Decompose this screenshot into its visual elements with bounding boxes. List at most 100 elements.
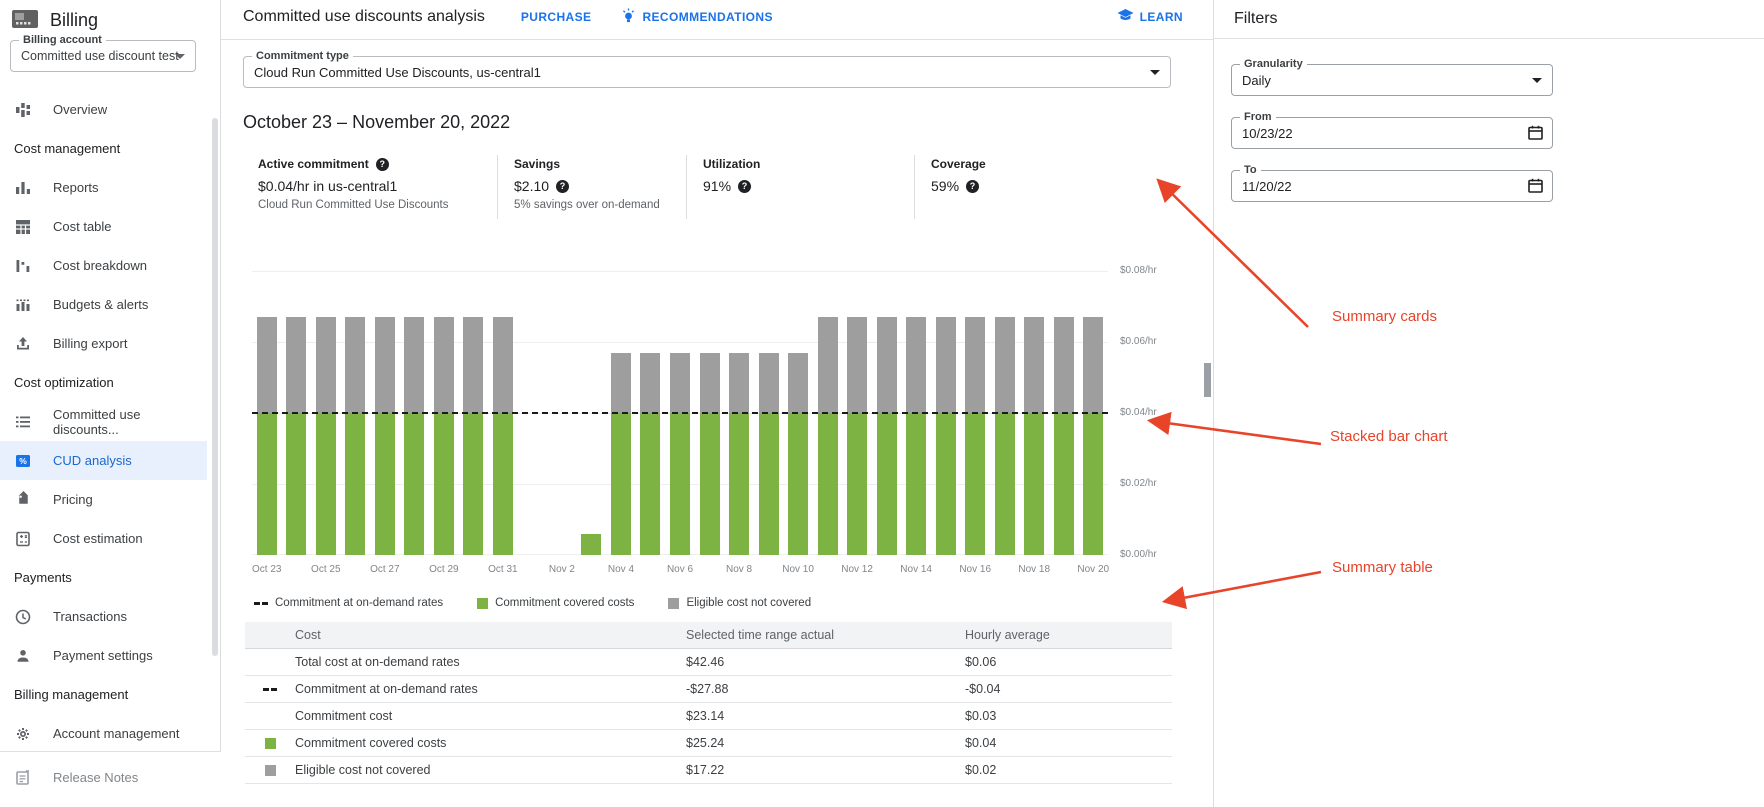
help-icon[interactable]: ? [738, 179, 752, 193]
summary-card-coverage: Coverage 59%? [914, 155, 1114, 219]
sidebar-item-release-notes[interactable]: Release Notes [0, 758, 207, 797]
help-icon[interactable]: ? [966, 179, 980, 193]
bar-segment-not-covered [935, 317, 956, 413]
bar-segment-covered [433, 413, 454, 555]
to-date-field[interactable]: To 11/20/22 [1231, 163, 1553, 202]
commitment-reference-line [252, 412, 1108, 414]
budgets-icon [14, 296, 32, 314]
bar-nov-18[interactable] [1024, 317, 1045, 555]
x-axis-label: Nov 14 [900, 564, 932, 575]
bar-nov-3[interactable] [581, 534, 602, 555]
row-name: Commitment at on-demand rates [295, 682, 478, 696]
sidebar-item-account-management[interactable]: Account management [0, 714, 207, 753]
x-axis-label: Nov 16 [959, 564, 992, 575]
bar-oct-29[interactable] [433, 317, 454, 555]
summary-table: Cost Selected time range actual Hourly ave… [245, 622, 1172, 784]
sidebar-item-payment-settings[interactable]: Payment settings [0, 636, 207, 675]
sidebar-item-label: Transactions [53, 609, 127, 624]
bar-nov-15[interactable] [935, 317, 956, 555]
row-name: Commitment covered costs [295, 736, 447, 750]
bar-nov-10[interactable] [788, 353, 809, 555]
sidebar-item-reports[interactable]: Reports [0, 168, 207, 207]
bar-oct-26[interactable] [345, 317, 366, 555]
bar-oct-31[interactable] [492, 317, 513, 555]
bar-oct-23[interactable] [256, 317, 277, 555]
bar-segment-covered [906, 413, 927, 555]
bar-segment-covered [729, 413, 750, 555]
bar-segment-not-covered [1053, 317, 1074, 413]
from-date-field[interactable]: From 10/23/22 [1231, 110, 1553, 149]
row-hourly-value: $0.06 [965, 655, 997, 669]
bar-segment-covered [492, 413, 513, 555]
bar-nov-20[interactable] [1083, 317, 1104, 555]
bar-nov-5[interactable] [640, 353, 661, 555]
sidebar-item-label: Overview [53, 102, 108, 117]
calendar-icon[interactable] [1528, 125, 1543, 143]
sidebar-item-committed-use-discounts[interactable]: Committed use discounts... [0, 402, 207, 441]
bar-segment-covered [847, 413, 868, 555]
bar-segment-not-covered [817, 317, 838, 413]
row-name: Commitment cost [295, 709, 393, 723]
bar-nov-8[interactable] [729, 353, 750, 555]
bar-segment-covered [1053, 413, 1074, 555]
bar-nov-4[interactable] [610, 353, 631, 555]
gear-icon [14, 725, 32, 743]
help-icon[interactable]: ? [375, 157, 389, 171]
filters-panel: Filters Granularity Daily From 10/23/22 … [1213, 0, 1764, 807]
card-value: $2.10? [514, 178, 686, 194]
sidebar-item-transactions[interactable]: Transactions [0, 597, 207, 636]
from-date-label: From [1240, 110, 1276, 124]
sidebar-item-cost-breakdown[interactable]: Cost breakdown [0, 246, 207, 285]
bar-oct-24[interactable] [286, 317, 307, 555]
x-axis-label: Oct 29 [429, 564, 459, 575]
bar-oct-30[interactable] [463, 317, 484, 555]
bar-nov-7[interactable] [699, 353, 720, 555]
card-title: Active commitment? [258, 157, 497, 171]
card-title-text: Savings [514, 157, 561, 171]
summary-card-utilization: Utilization 91%? [686, 155, 914, 219]
bar-oct-27[interactable] [374, 317, 395, 555]
granularity-select[interactable]: Granularity Daily [1231, 57, 1553, 96]
sidebar-item-cost-estimation[interactable]: Cost estimation [0, 519, 207, 558]
sidebar-item-cud-analysis[interactable]: % CUD analysis [0, 441, 207, 480]
purchase-button[interactable]: PURCHASE [521, 10, 592, 24]
sidebar-item-budgets-alerts[interactable]: Budgets & alerts [0, 285, 207, 324]
sidebar-scrollbar[interactable] [212, 118, 218, 656]
bar-segment-not-covered [1083, 317, 1104, 413]
bar-oct-25[interactable] [315, 317, 336, 555]
sidebar-item-cost-table[interactable]: Cost table [0, 207, 207, 246]
bar-nov-14[interactable] [906, 317, 927, 555]
bar-nov-11[interactable] [817, 317, 838, 555]
chart-legend: Commitment at on-demand rates Commitment … [254, 597, 811, 609]
bar-nov-13[interactable] [876, 317, 897, 555]
bar-segment-covered [463, 413, 484, 555]
bar-segment-not-covered [994, 317, 1015, 413]
recommendations-button[interactable]: RECOMMENDATIONS [621, 8, 772, 26]
commitment-type-select[interactable]: Commitment type Cloud Run Committed Use … [243, 49, 1171, 88]
bar-segment-covered [610, 413, 631, 555]
sidebar-item-billing-export[interactable]: Billing export [0, 324, 207, 363]
sidebar-item-overview[interactable]: Overview [0, 90, 207, 129]
calendar-icon[interactable] [1528, 178, 1543, 196]
bar-nov-9[interactable] [758, 353, 779, 555]
recommendations-label: RECOMMENDATIONS [642, 9, 773, 24]
bar-nov-16[interactable] [965, 317, 986, 555]
bar-oct-28[interactable] [404, 317, 425, 555]
x-axis-label: Nov 18 [1018, 564, 1051, 575]
sidebar-item-pricing[interactable]: Pricing [0, 480, 207, 519]
summary-cards: Active commitment? $0.04/hr in us-central… [258, 155, 1114, 219]
bar-nov-17[interactable] [994, 317, 1015, 555]
main-scrollbar[interactable] [1204, 363, 1211, 397]
help-icon[interactable]: ? [556, 179, 570, 193]
date-range-heading: October 23 – November 20, 2022 [243, 112, 511, 132]
bar-segment-covered [581, 534, 602, 555]
gray-swatch [668, 597, 680, 609]
row-actual-value: $25.24 [686, 736, 725, 750]
bar-nov-6[interactable] [670, 353, 690, 555]
billing-account-select[interactable]: Billing account Committed use discount t… [10, 33, 196, 72]
bar-segment-covered [404, 413, 425, 555]
learn-button[interactable]: LEARN [1117, 8, 1183, 26]
column-header: Cost [295, 628, 321, 642]
bar-nov-12[interactable] [847, 317, 868, 555]
bar-nov-19[interactable] [1053, 317, 1074, 555]
